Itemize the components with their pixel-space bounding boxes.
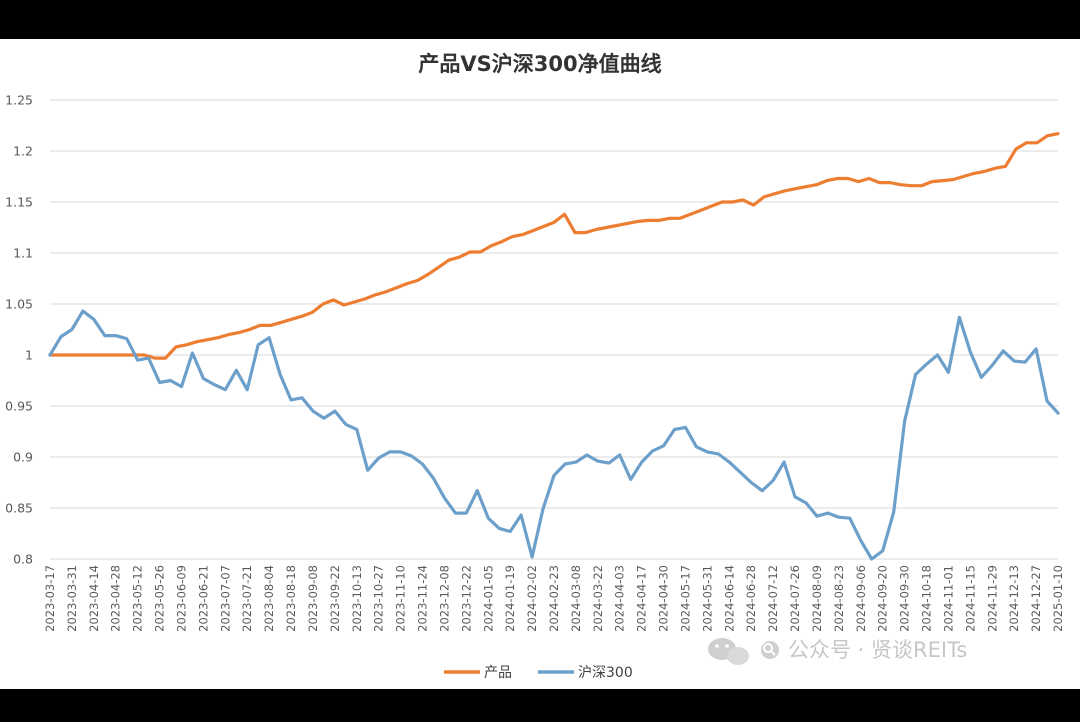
legend: 产品 沪深300 <box>444 665 633 681</box>
x-tick-label: 2023-06-09 <box>174 565 188 632</box>
x-tick-label: 2024-06-28 <box>744 565 758 632</box>
x-tick-label: 2024-11-29 <box>985 565 999 632</box>
x-tick-label: 2024-02-23 <box>547 565 561 632</box>
y-tick-label: 1.1 <box>13 246 33 261</box>
x-tick-label: 2024-11-15 <box>963 565 977 632</box>
x-tick-label: 2024-04-17 <box>635 565 649 632</box>
legend-label-csi300: 沪深300 <box>578 665 633 681</box>
chart-panel: 产品VS沪深300净值曲线 0.8 0.85 0.9 0.95 1 1.05 1.1 1.15… <box>0 39 1080 689</box>
x-tick-label: 2024-03-22 <box>591 565 605 632</box>
x-tick-label: 2023-05-12 <box>131 565 145 632</box>
y-tick-label: 1.2 <box>13 144 33 159</box>
y-tick-label: 1.25 <box>5 93 33 108</box>
series-lines <box>48 132 1060 561</box>
x-tick-label: 2023-09-22 <box>328 565 342 632</box>
x-tick-label: 2023-07-07 <box>218 565 232 632</box>
x-tick-label: 2024-06-14 <box>722 565 736 632</box>
x-tick-label: 2024-08-23 <box>832 565 846 632</box>
x-tick-label: 2023-10-27 <box>372 565 386 632</box>
x-tick-label: 2023-11-24 <box>416 565 430 632</box>
x-tick-label: 2023-07-21 <box>240 565 254 632</box>
x-tick-label: 2024-05-17 <box>678 565 692 632</box>
x-tick-label: 2023-06-21 <box>196 565 210 632</box>
x-tick-label: 2024-09-30 <box>898 565 912 632</box>
search-icon <box>761 641 779 659</box>
x-tick-label: 2024-07-26 <box>788 565 802 632</box>
x-tick-label: 2024-04-03 <box>613 565 627 632</box>
x-tick-label: 2024-09-06 <box>854 565 868 632</box>
x-tick-label: 2023-08-04 <box>262 565 276 632</box>
x-tick-label: 2023-08-18 <box>284 565 298 632</box>
x-tick-label: 2023-12-08 <box>437 565 451 632</box>
x-tick-label: 2023-05-26 <box>153 565 167 632</box>
series-line-csi300 <box>48 309 1060 561</box>
y-tick-label: 0.9 <box>13 450 33 465</box>
grid-lines <box>50 99 1058 560</box>
chart-title: 产品VS沪深300净值曲线 <box>418 52 661 76</box>
x-tick-label: 2023-04-28 <box>109 565 123 632</box>
x-tick-label: 2024-07-12 <box>766 565 780 632</box>
x-tick-label: 2023-12-22 <box>459 565 473 632</box>
x-tick-label: 2023-03-17 <box>43 565 57 632</box>
y-tick-label: 0.8 <box>13 552 33 567</box>
x-tick-label: 2024-10-18 <box>920 565 934 632</box>
x-tick-label: 2024-05-31 <box>700 565 714 632</box>
y-axis-tick-labels: 0.8 0.85 0.9 0.95 1 1.05 1.1 1.15 1.2 1.25 <box>5 93 33 567</box>
y-tick-label: 0.85 <box>5 501 33 516</box>
y-tick-label: 0.95 <box>5 399 33 414</box>
x-tick-label: 2024-09-20 <box>876 565 890 632</box>
x-axis-tick-labels: 2023-03-17 2023-03-31 2023-04-14 2023-04-28… <box>43 565 1065 632</box>
x-tick-label: 2023-11-10 <box>394 565 408 632</box>
y-tick-label: 1.05 <box>5 297 33 312</box>
y-tick-label: 1.15 <box>5 195 33 210</box>
x-tick-label: 2023-04-14 <box>87 565 101 632</box>
watermark: 公众号 · 贤谈REITs <box>708 638 967 665</box>
x-tick-label: 2024-01-19 <box>503 565 517 632</box>
x-tick-label: 2025-01-10 <box>1051 565 1065 632</box>
series-line-product <box>48 132 1060 360</box>
x-tick-label: 2023-03-31 <box>65 565 79 632</box>
x-tick-label: 2024-12-13 <box>1007 565 1021 632</box>
x-tick-label: 2024-02-02 <box>525 565 539 632</box>
legend-item-csi300: 沪深300 <box>538 665 633 681</box>
x-tick-label: 2024-12-27 <box>1029 565 1043 632</box>
y-tick-label: 1 <box>25 348 33 363</box>
x-tick-label: 2024-08-09 <box>810 565 824 632</box>
watermark-text: 公众号 · 贤谈REITs <box>788 638 967 662</box>
x-tick-label: 2023-09-08 <box>306 565 320 632</box>
x-tick-label: 2024-04-30 <box>657 565 671 632</box>
line-chart: 产品VS沪深300净值曲线 0.8 0.85 0.9 0.95 1 1.05 1.1 1.15… <box>5 52 1065 681</box>
x-tick-label: 2024-01-05 <box>481 565 495 632</box>
legend-label-product: 产品 <box>484 665 512 681</box>
x-tick-label: 2023-10-13 <box>350 565 364 632</box>
x-tick-label: 2024-03-08 <box>569 565 583 632</box>
x-tick-label: 2024-11-01 <box>941 565 955 632</box>
legend-item-product: 产品 <box>444 665 512 681</box>
wechat-icon <box>708 638 749 665</box>
